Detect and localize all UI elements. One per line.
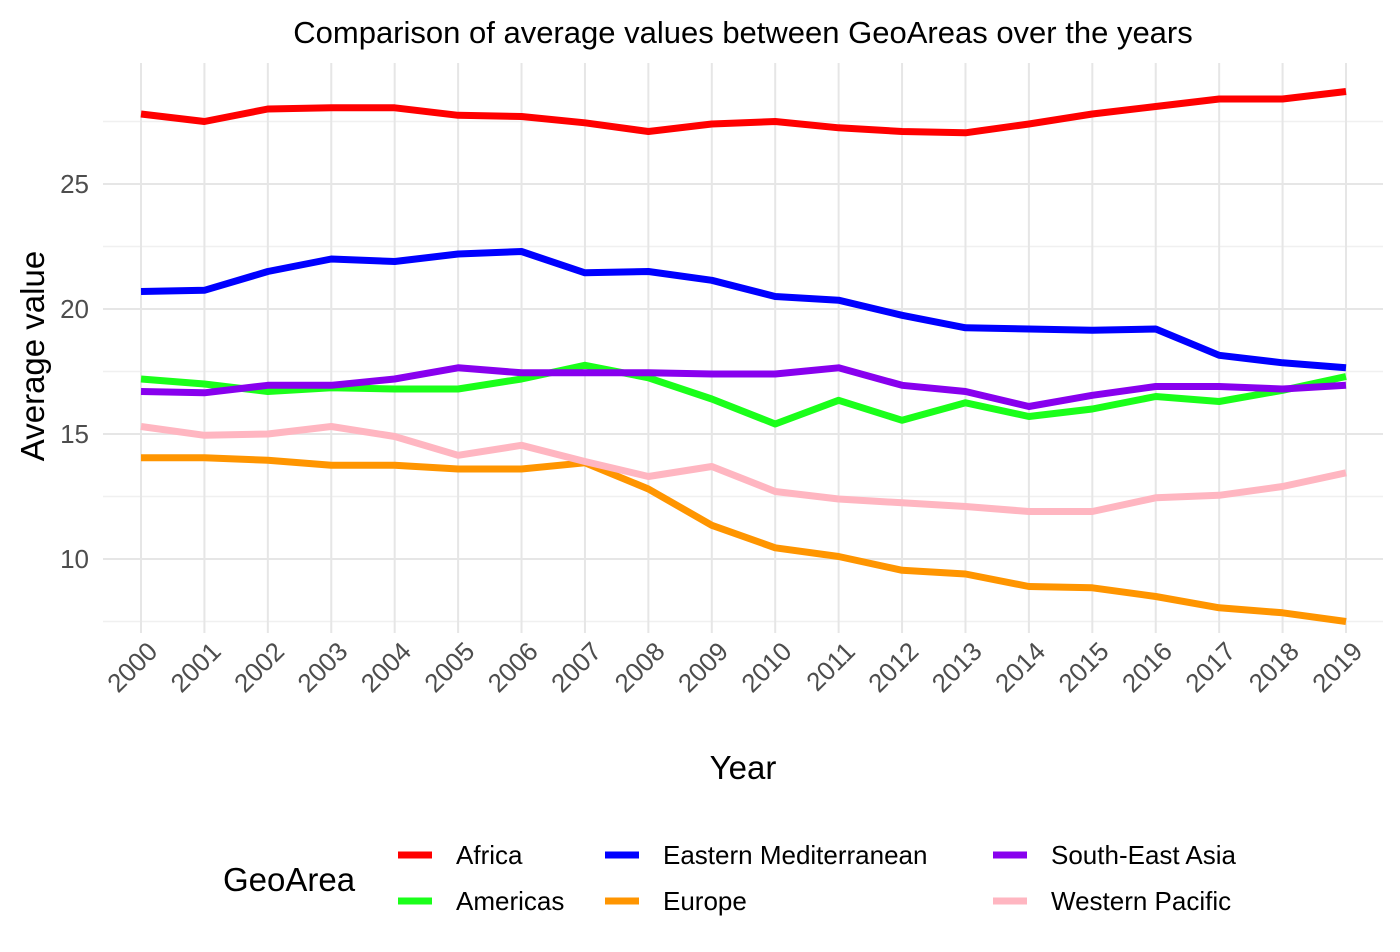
x-tick-label: 2003 <box>291 636 353 698</box>
legend-label: Western Pacific <box>1051 886 1231 916</box>
x-tick-label: 2013 <box>926 636 988 698</box>
x-tick-label: 2006 <box>482 636 544 698</box>
series-line-eastern-mediterranean <box>140 248 1347 372</box>
y-tick-label: 15 <box>60 419 89 449</box>
x-tick-label: 2015 <box>1052 636 1114 698</box>
x-tick-label: 2007 <box>545 636 607 698</box>
legend-item: Africa <box>398 840 523 870</box>
x-axis-ticks: 2000 2001 2002 2003 2004 2005 2006 2007 2008 2009… <box>101 636 1368 698</box>
x-tick-label: 2002 <box>228 636 290 698</box>
y-tick-label: 10 <box>60 544 89 574</box>
legend-item: Eastern Mediterranean <box>605 840 927 870</box>
y-axis-ticks: 10 15 20 25 <box>60 169 89 574</box>
legend-item: Europe <box>605 886 747 916</box>
x-tick-label: 2016 <box>1116 636 1178 698</box>
x-tick-label: 2018 <box>1243 636 1305 698</box>
x-tick-label: 2011 <box>800 636 861 697</box>
series-lines <box>140 88 1347 625</box>
x-tick-label: 2004 <box>355 636 417 698</box>
x-tick-label: 2012 <box>862 636 924 698</box>
legend-label: Africa <box>456 840 523 870</box>
legend-label: Europe <box>663 886 747 916</box>
legend-label: Eastern Mediterranean <box>663 840 927 870</box>
legend-item: South-East Asia <box>993 840 1237 870</box>
x-tick-label: 2014 <box>989 636 1051 698</box>
y-axis-title: Average value <box>14 251 51 461</box>
grid <box>103 63 1383 633</box>
x-tick-label: 2010 <box>735 636 797 698</box>
chart-title: Comparison of average values between Geo… <box>293 15 1193 50</box>
x-axis-title: Year <box>710 749 777 786</box>
series-line-western-pacific <box>140 423 1347 515</box>
x-tick-label: 2001 <box>165 636 227 698</box>
legend-title: GeoArea <box>223 861 356 898</box>
legend-item: Americas <box>398 886 564 916</box>
x-tick-label: 2019 <box>1306 636 1368 698</box>
x-tick-label: 2000 <box>101 636 163 698</box>
x-tick-label: 2017 <box>1179 636 1241 698</box>
x-tick-label: 2008 <box>608 636 670 698</box>
series-line-south-east-asia <box>140 364 1347 410</box>
legend: GeoArea Africa Americas Eastern Mediterran… <box>223 840 1237 916</box>
y-tick-label: 25 <box>60 169 89 199</box>
series-line-africa <box>140 88 1347 137</box>
x-tick-label: 2005 <box>418 636 480 698</box>
series-line-europe <box>141 454 1347 625</box>
x-tick-label: 2009 <box>672 636 734 698</box>
legend-items: Africa Americas Eastern Mediterranean Europ… <box>398 840 1237 916</box>
legend-item: Western Pacific <box>993 886 1231 916</box>
legend-label: Americas <box>456 886 564 916</box>
legend-label: South-East Asia <box>1051 840 1237 870</box>
y-tick-label: 20 <box>60 294 89 324</box>
series-line-americas <box>140 361 1347 428</box>
